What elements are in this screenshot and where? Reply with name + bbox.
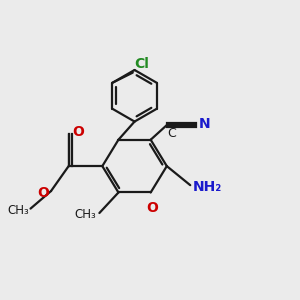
Text: CH₃: CH₃ xyxy=(7,204,29,217)
Text: O: O xyxy=(37,186,49,200)
Text: Cl: Cl xyxy=(134,58,149,71)
Text: C: C xyxy=(167,127,176,140)
Text: CH₃: CH₃ xyxy=(74,208,96,221)
Text: O: O xyxy=(146,201,158,215)
Text: N: N xyxy=(199,117,210,130)
Text: O: O xyxy=(72,125,84,140)
Text: NH₂: NH₂ xyxy=(193,180,222,194)
